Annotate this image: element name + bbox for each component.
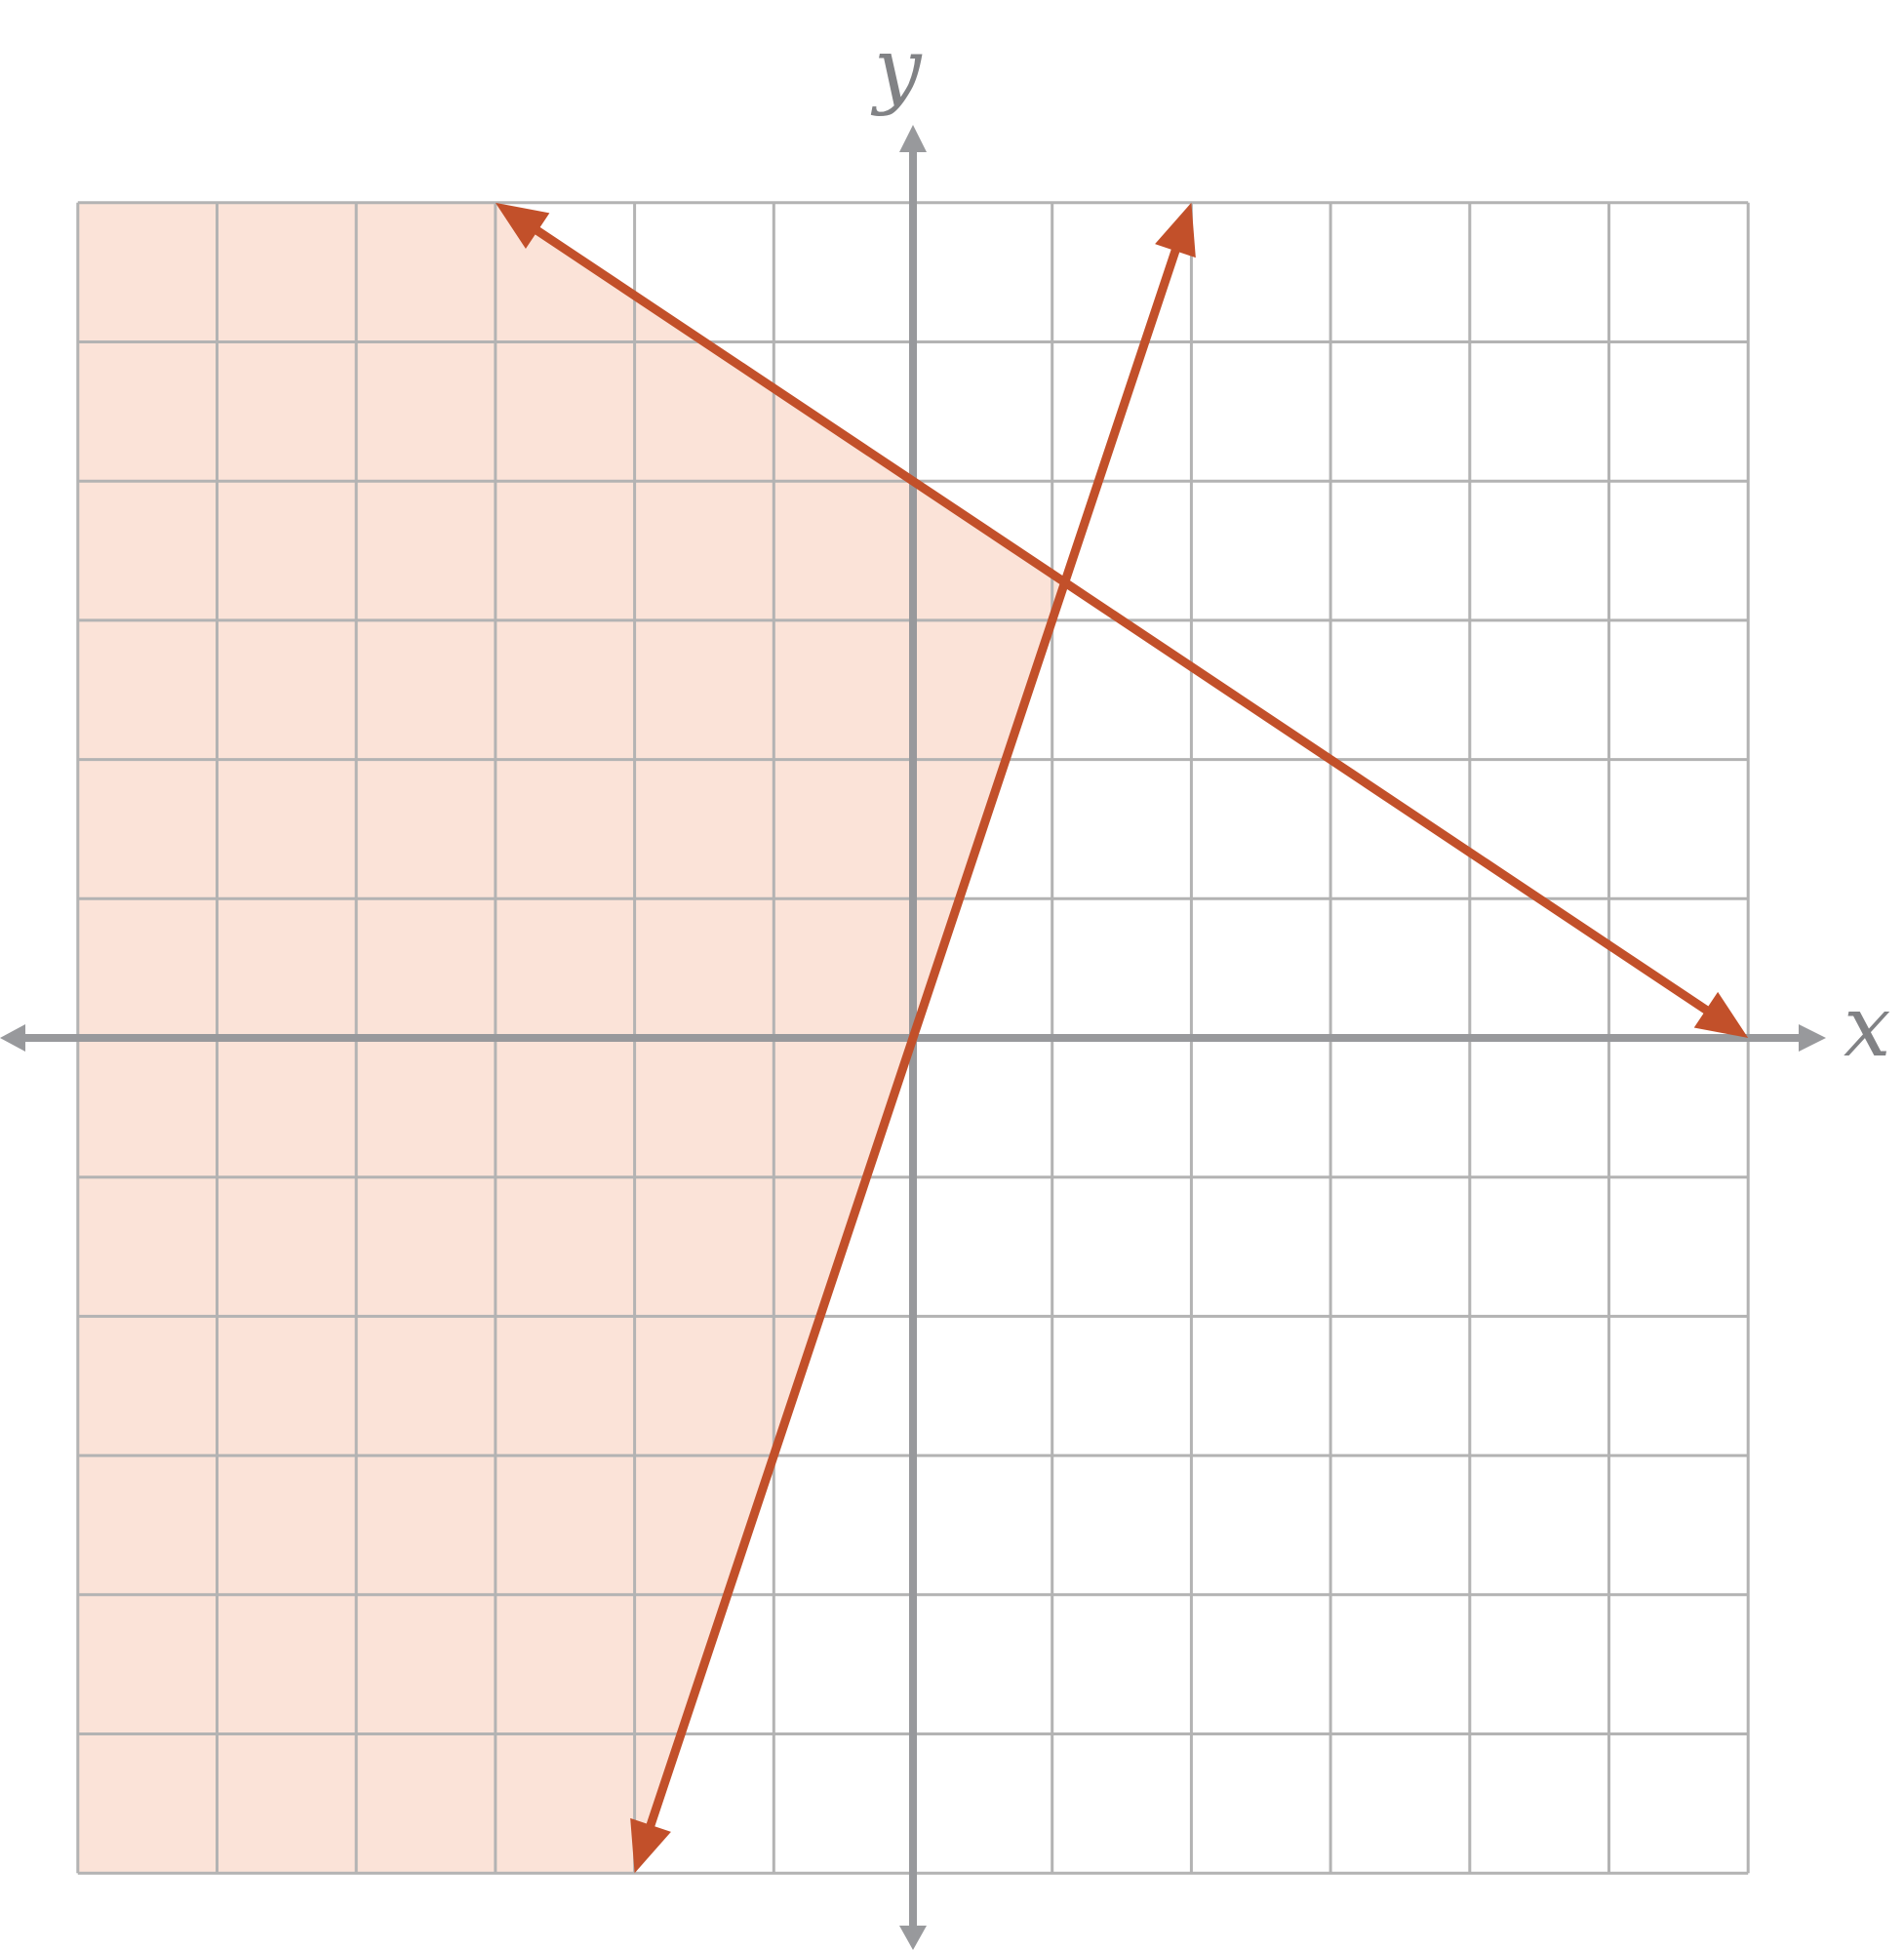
boundary-line-1-arrow-start: [495, 202, 550, 249]
boundary-line-2: [642, 238, 1184, 1838]
x-axis-left-arrow: [0, 1024, 25, 1052]
y-axis-label: y: [870, 20, 923, 118]
boundary-line-2-arrow-end: [1155, 202, 1196, 259]
y-axis-bottom-arrow: [899, 1926, 927, 1950]
boundary-line-1-arrow-end: [1693, 991, 1749, 1038]
boundary-lines: [495, 202, 1749, 1874]
x-axis-right-arrow: [1799, 1024, 1826, 1052]
y-axis-top-arrow: [899, 125, 927, 152]
x-axis-label: x: [1844, 978, 1891, 1076]
boundary-line-1: [525, 220, 1719, 1020]
boundary-line-2-arrow-start: [630, 1817, 671, 1874]
